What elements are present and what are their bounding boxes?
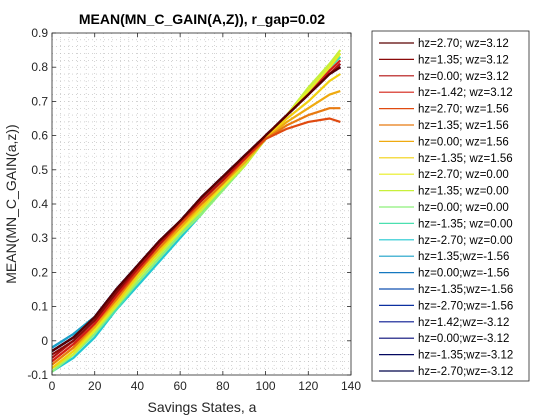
y-tick-label: 0.4 — [31, 197, 48, 211]
x-axis-ticks: 0 20 40 60 80 100 120 140 — [49, 33, 361, 393]
y-tick-label: 0.5 — [31, 163, 48, 177]
y-tick-label: 0.7 — [31, 94, 48, 108]
legend-entry-label: hz=1.35; wz=0.00 — [418, 186, 509, 198]
legend-entry-label: hz=-1.35;wz=-3.12 — [418, 350, 513, 362]
legend-entry-label: hz=-1.42; wz=3.12 — [418, 87, 513, 99]
chart-title: MEAN(MN_C_GAIN(A,Z)), r_gap=0.02 — [79, 11, 325, 27]
series-lines — [52, 49, 342, 373]
legend-entry-label: hz=-1.35; wz=1.56 — [418, 153, 513, 165]
x-tick-label: 40 — [131, 379, 145, 393]
legend-entry-label: hz=0.00; wz=0.00 — [418, 202, 509, 214]
x-tick-label: 140 — [341, 379, 361, 393]
y-tick-label: 0.9 — [31, 26, 48, 40]
x-tick-label: 20 — [88, 379, 102, 393]
x-axis-label: Savings States, a — [148, 399, 257, 415]
legend-entry-label: hz=0.00; wz=3.12 — [418, 71, 509, 83]
legend-entry-label: hz=-2.70;wz=-1.56 — [418, 300, 513, 312]
legend-entry-label: hz=1.35; wz=3.12 — [418, 54, 509, 66]
y-tick-label: 0.3 — [31, 231, 48, 245]
legend-entry-label: hz=-2.70; wz=0.00 — [418, 235, 513, 247]
y-tick-label: 0.1 — [31, 300, 48, 314]
legend-entry-label: hz=1.35;wz=-1.56 — [418, 251, 509, 263]
y-axis-label: MEAN(MN_C_GAIN(a,z)) — [3, 124, 19, 283]
legend: hz=2.70; wz=3.12 hz=1.35; wz=3.12 hz=0.00;… — [379, 38, 513, 378]
y-tick-label: 0.2 — [31, 265, 48, 279]
legend-entry-label: hz=0.00; wz=1.56 — [418, 136, 509, 148]
legend-entry-label: hz=0.00;wz=-3.12 — [418, 333, 509, 345]
series-line — [52, 66, 341, 353]
y-tick-label: 0.6 — [31, 129, 48, 143]
x-tick-label: 60 — [173, 379, 187, 393]
legend-entry-label: hz=1.42;wz=-3.12 — [418, 317, 509, 329]
legend-entry-label: hz=-2.70;wz=-3.12 — [418, 366, 513, 378]
legend-entry-label: hz=1.35; wz=1.56 — [418, 120, 509, 132]
legend-entry-label: hz=0.00;wz=-1.56 — [418, 268, 509, 280]
y-axis-ticks: -0.1 0 0.1 0.2 0.3 0.4 0.5 0.6 0.7 0.8 0.9 — [27, 26, 351, 382]
y-tick-label: 0 — [41, 334, 48, 348]
legend-entry-label: hz=2.70; wz=1.56 — [418, 104, 509, 116]
legend-entry-label: hz=-1.35;wz=-1.56 — [418, 284, 513, 296]
legend-entry-label: hz=2.70; wz=0.00 — [418, 169, 509, 181]
legend-box — [371, 30, 530, 382]
x-tick-label: 0 — [49, 379, 56, 393]
legend-entry-label: hz=2.70; wz=3.12 — [418, 38, 509, 50]
y-tick-label: 0.8 — [31, 60, 48, 74]
x-tick-label: 100 — [256, 379, 276, 393]
minor-grid — [52, 33, 351, 375]
legend-entry-label: hz=-1.35; wz=0.00 — [418, 218, 513, 230]
x-tick-label: 120 — [298, 379, 318, 393]
x-tick-label: 80 — [216, 379, 230, 393]
y-tick-label: -0.1 — [27, 368, 48, 382]
